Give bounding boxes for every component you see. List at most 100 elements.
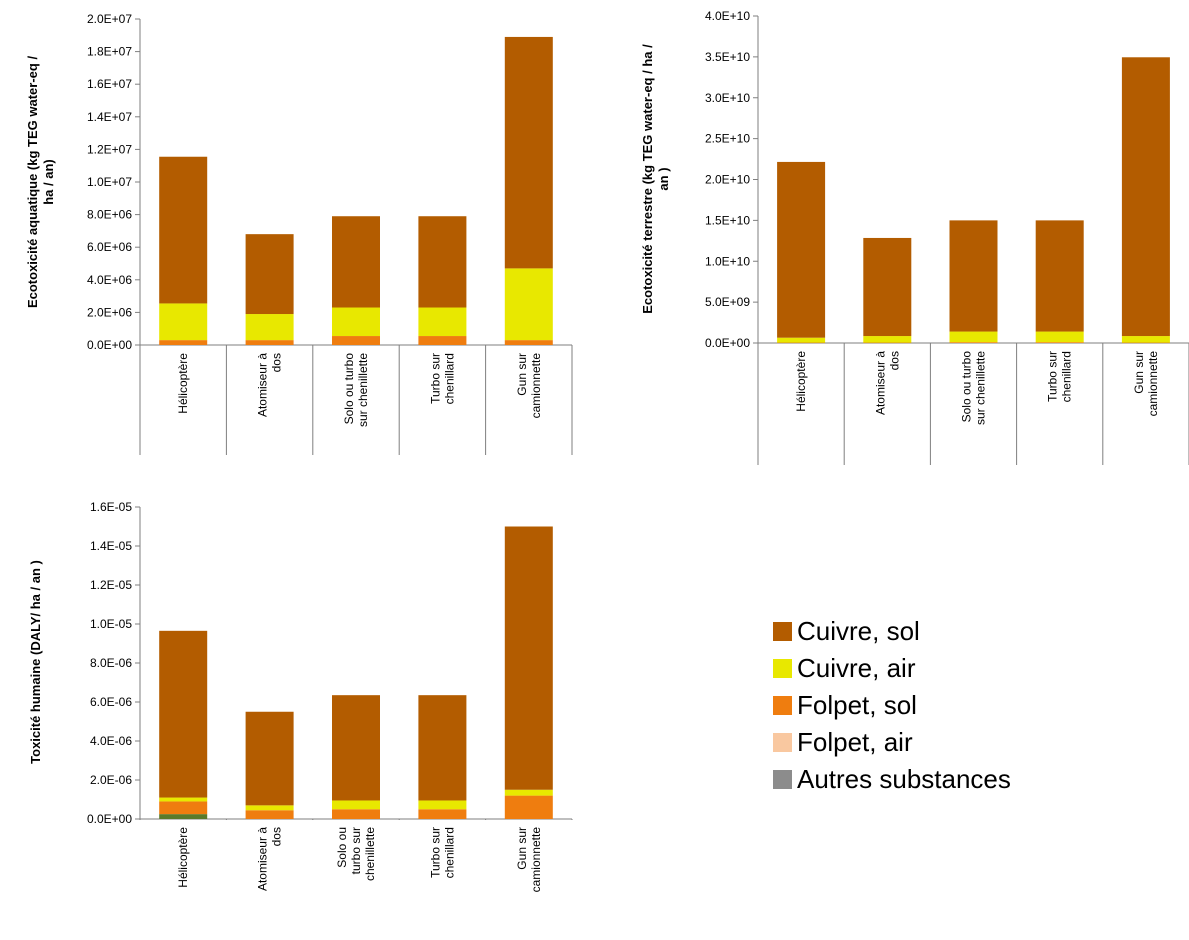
x-category-line: dos bbox=[270, 827, 284, 846]
x-category-line: turbo sur bbox=[349, 827, 363, 874]
x-category-line: Atomiseur à bbox=[256, 827, 270, 891]
bar-segment-cuivre-air bbox=[245, 314, 294, 341]
bar-segment-cuivre-sol bbox=[504, 526, 553, 790]
y-tick-label: 1.0E+07 bbox=[87, 175, 132, 189]
x-category-line: dos bbox=[270, 353, 284, 372]
x-category-label: Turbo sur chenillard bbox=[1046, 351, 1074, 402]
x-category-line: camionnette bbox=[529, 353, 543, 419]
x-category-line: Hélicoptère bbox=[176, 827, 190, 888]
bar-segment-cuivre-sol bbox=[1035, 220, 1084, 332]
y-tick-label: 1.2E-05 bbox=[90, 578, 132, 592]
bar-segment-folpet-sol bbox=[504, 340, 553, 345]
x-category-line: sur chenillette bbox=[974, 351, 988, 425]
chart-2: 0.0E+00 5.0E+09 1.0E+10 1.5E+10 2.0E+10 2.5E+… bbox=[640, 9, 1189, 465]
bar-segment-cuivre-sol bbox=[1121, 57, 1170, 337]
x-category-line: dos bbox=[887, 351, 901, 370]
bar-segment-folpet-sol bbox=[332, 336, 380, 345]
x-category-label: Gun sur camionnette bbox=[515, 353, 543, 419]
legend-swatch-autres bbox=[773, 770, 792, 789]
y-tick-label: 2.0E+06 bbox=[87, 305, 132, 319]
y-tick-label: 1.4E-05 bbox=[90, 539, 132, 553]
y-tick-label: 1.2E+07 bbox=[87, 142, 132, 156]
x-category-line: Atomiseur à bbox=[873, 351, 887, 415]
bar-segment-cuivre-air bbox=[245, 805, 294, 811]
bar-segment-cuivre-air bbox=[504, 268, 553, 341]
legend-swatch-cuivre-sol bbox=[773, 622, 792, 641]
legend-label: Folpet, air bbox=[797, 727, 913, 757]
y-axis-title-line: ha / an) bbox=[41, 159, 56, 205]
bar-segment-folpet-sol bbox=[1035, 342, 1084, 343]
bar-segment-folpet-sol bbox=[504, 795, 553, 819]
x-category-line: camionnette bbox=[529, 827, 543, 893]
bar-segment-folpet-sol bbox=[245, 340, 294, 345]
bar-segment-cuivre-sol bbox=[504, 36, 553, 269]
x-category-line: camionnette bbox=[1146, 351, 1160, 417]
x-category-label: Atomiseur à dos bbox=[256, 827, 284, 891]
bar-segment-cuivre-air bbox=[1035, 331, 1084, 343]
bar-segment-cuivre-air bbox=[332, 307, 380, 337]
x-category-line: Gun sur bbox=[515, 827, 529, 870]
bar-segment-cuivre-sol bbox=[777, 161, 826, 338]
x-category-line: chenillette bbox=[363, 827, 377, 881]
bar-segment-folpet-sol bbox=[863, 342, 912, 344]
y-axis-title-line: Ecotoxicité aquatique (kg TEG water-eq / bbox=[25, 56, 40, 308]
bar-segment-cuivre-sol bbox=[418, 216, 467, 308]
y-tick-label: 1.6E+07 bbox=[87, 77, 132, 91]
bar-segment-cuivre-sol bbox=[159, 630, 208, 798]
x-category-line: Turbo sur bbox=[1046, 351, 1060, 402]
x-category-line: Hélicoptère bbox=[176, 353, 190, 414]
bar-segment-cuivre-sol bbox=[332, 695, 380, 801]
x-category-line: Gun sur bbox=[515, 353, 529, 396]
bar-segment-autres bbox=[159, 814, 208, 819]
y-axis-title-line: Ecotoxicité terrestre (kg TEG water-eq /… bbox=[640, 44, 655, 314]
bar-segment-folpet-sol bbox=[949, 342, 998, 343]
bar-segment-cuivre-air bbox=[159, 797, 208, 802]
x-category-label: Hélicoptère bbox=[176, 353, 190, 414]
x-category-label: Solo ou turbo sur chenillette bbox=[960, 351, 988, 425]
bar-segment-cuivre-air bbox=[949, 331, 998, 343]
y-tick-label: 1.6E-05 bbox=[90, 500, 132, 514]
legend-swatch-folpet-sol bbox=[773, 696, 792, 715]
y-tick-label: 6.0E-06 bbox=[90, 695, 132, 709]
x-category-line: chenillard bbox=[1060, 351, 1074, 402]
y-tick-label: 2.0E-06 bbox=[90, 773, 132, 787]
bar-segment-folpet-sol bbox=[159, 340, 208, 345]
legend: Cuivre, sol Cuivre, air Folpet, sol Folpet,… bbox=[773, 616, 1011, 794]
bar-segment-folpet-sol bbox=[332, 809, 380, 819]
x-category-line: Hélicoptère bbox=[794, 351, 808, 412]
x-category-label: Hélicoptère bbox=[176, 827, 190, 888]
legend-label: Folpet, sol bbox=[797, 690, 917, 720]
x-category-label: Gun sur camionnette bbox=[1132, 351, 1160, 417]
bar-segment-cuivre-sol bbox=[863, 237, 912, 337]
x-category-label: Gun sur camionnette bbox=[515, 827, 543, 893]
bar-segment-folpet-sol bbox=[777, 342, 826, 344]
x-category-line: Solo ou bbox=[335, 827, 349, 868]
x-category-line: sur chenillette bbox=[356, 353, 370, 427]
bar-segment-cuivre-air bbox=[777, 337, 826, 343]
y-tick-label: 1.8E+07 bbox=[87, 45, 132, 59]
bar-segment-folpet-sol bbox=[418, 336, 467, 345]
x-category-line: Atomiseur à bbox=[256, 353, 270, 417]
chart-3: 0.0E+00 2.0E-06 4.0E-06 6.0E-06 8.0E-06 1.0E-… bbox=[28, 500, 573, 893]
legend-label: Cuivre, sol bbox=[797, 616, 920, 646]
legend-swatch-folpet-air bbox=[773, 733, 792, 752]
y-tick-label: 2.0E+10 bbox=[705, 173, 750, 187]
legend-swatch-cuivre-air bbox=[773, 659, 792, 678]
y-tick-label: 1.0E+10 bbox=[705, 254, 750, 268]
bar-segment-cuivre-air bbox=[159, 303, 208, 341]
legend-label: Autres substances bbox=[797, 764, 1011, 794]
x-category-label: Solo ou turbo sur chenillette bbox=[342, 353, 370, 427]
x-category-label: Atomiseur à dos bbox=[873, 351, 901, 415]
y-tick-label: 1.0E-05 bbox=[90, 617, 132, 631]
x-category-line: Solo ou turbo bbox=[342, 353, 356, 425]
bar-segment-cuivre-air bbox=[418, 307, 467, 337]
bar-segment-cuivre-air bbox=[418, 800, 467, 810]
bar-segment-cuivre-sol bbox=[245, 234, 294, 315]
y-tick-label: 0.0E+00 bbox=[87, 812, 132, 826]
x-category-label: Hélicoptère bbox=[794, 351, 808, 412]
x-category-label: Turbo sur chenillard bbox=[428, 827, 456, 878]
y-tick-label: 6.0E+06 bbox=[87, 240, 132, 254]
bar-segment-cuivre-sol bbox=[245, 711, 294, 806]
y-tick-label: 1.5E+10 bbox=[705, 213, 750, 227]
